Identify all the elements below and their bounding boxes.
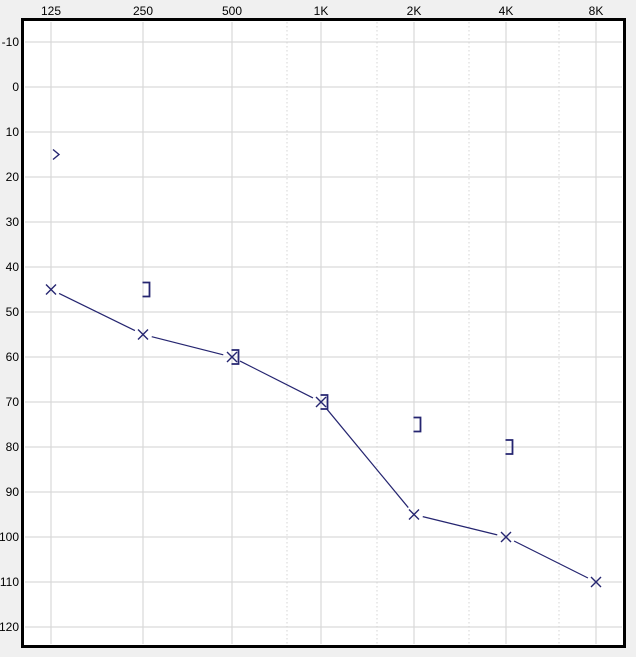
freq-label: 4K bbox=[499, 4, 514, 18]
db-label: 40 bbox=[6, 260, 20, 274]
threshold-connector-line bbox=[513, 540, 589, 579]
threshold-connector-line bbox=[326, 408, 409, 508]
db-label: 120 bbox=[0, 620, 19, 634]
series-bone-conduction-masked-left bbox=[142, 281, 514, 455]
threshold-connector-line bbox=[151, 336, 224, 356]
threshold-connector-line bbox=[239, 360, 314, 399]
db-label: 70 bbox=[6, 395, 20, 409]
right-bracket-marker[interactable] bbox=[413, 416, 422, 433]
x-marker[interactable] bbox=[590, 576, 602, 588]
plot-border bbox=[21, 18, 626, 648]
x-marker[interactable] bbox=[137, 329, 149, 340]
right-bracket-marker[interactable] bbox=[320, 394, 329, 410]
db-label: 50 bbox=[6, 305, 20, 319]
db-label: 10 bbox=[6, 125, 20, 139]
series-air-conduction-left bbox=[45, 284, 602, 588]
x-marker[interactable] bbox=[500, 531, 512, 543]
db-label: 20 bbox=[6, 170, 20, 184]
right-bracket-marker[interactable] bbox=[505, 439, 514, 455]
freq-label: 125 bbox=[41, 4, 61, 18]
db-label: 30 bbox=[6, 215, 20, 229]
db-label: 100 bbox=[0, 530, 19, 544]
db-label: 80 bbox=[6, 440, 20, 454]
series-bone-conduction-unmasked-left bbox=[52, 148, 61, 161]
x-marker[interactable] bbox=[315, 396, 327, 408]
x-marker[interactable] bbox=[226, 351, 238, 363]
right-bracket-marker[interactable] bbox=[142, 281, 151, 298]
db-axis: -10 0 10 20 30 40 50 60 70 80 90 100 110 120 bbox=[0, 35, 19, 634]
db-label: -10 bbox=[2, 35, 20, 49]
threshold-connector-line bbox=[422, 516, 498, 536]
right-bracket-marker[interactable] bbox=[231, 349, 240, 365]
db-label: 90 bbox=[6, 485, 20, 499]
greater-than-marker[interactable] bbox=[52, 148, 61, 161]
freq-label: 250 bbox=[133, 4, 153, 18]
freq-label: 1K bbox=[314, 4, 329, 18]
db-label: 0 bbox=[12, 80, 19, 94]
x-marker[interactable] bbox=[408, 509, 420, 520]
freq-label: 8K bbox=[589, 4, 604, 18]
plot-area[interactable] bbox=[24, 21, 623, 645]
db-label: 110 bbox=[0, 575, 19, 589]
x-marker[interactable] bbox=[45, 284, 57, 295]
db-label: 60 bbox=[6, 350, 20, 364]
frequency-axis: 125 250 500 1K 2K 4K 8K bbox=[41, 4, 603, 18]
threshold-connector-line bbox=[58, 292, 136, 332]
freq-label: 500 bbox=[222, 4, 242, 18]
grid-lines bbox=[25, 22, 622, 644]
freq-label: 2K bbox=[407, 4, 422, 18]
